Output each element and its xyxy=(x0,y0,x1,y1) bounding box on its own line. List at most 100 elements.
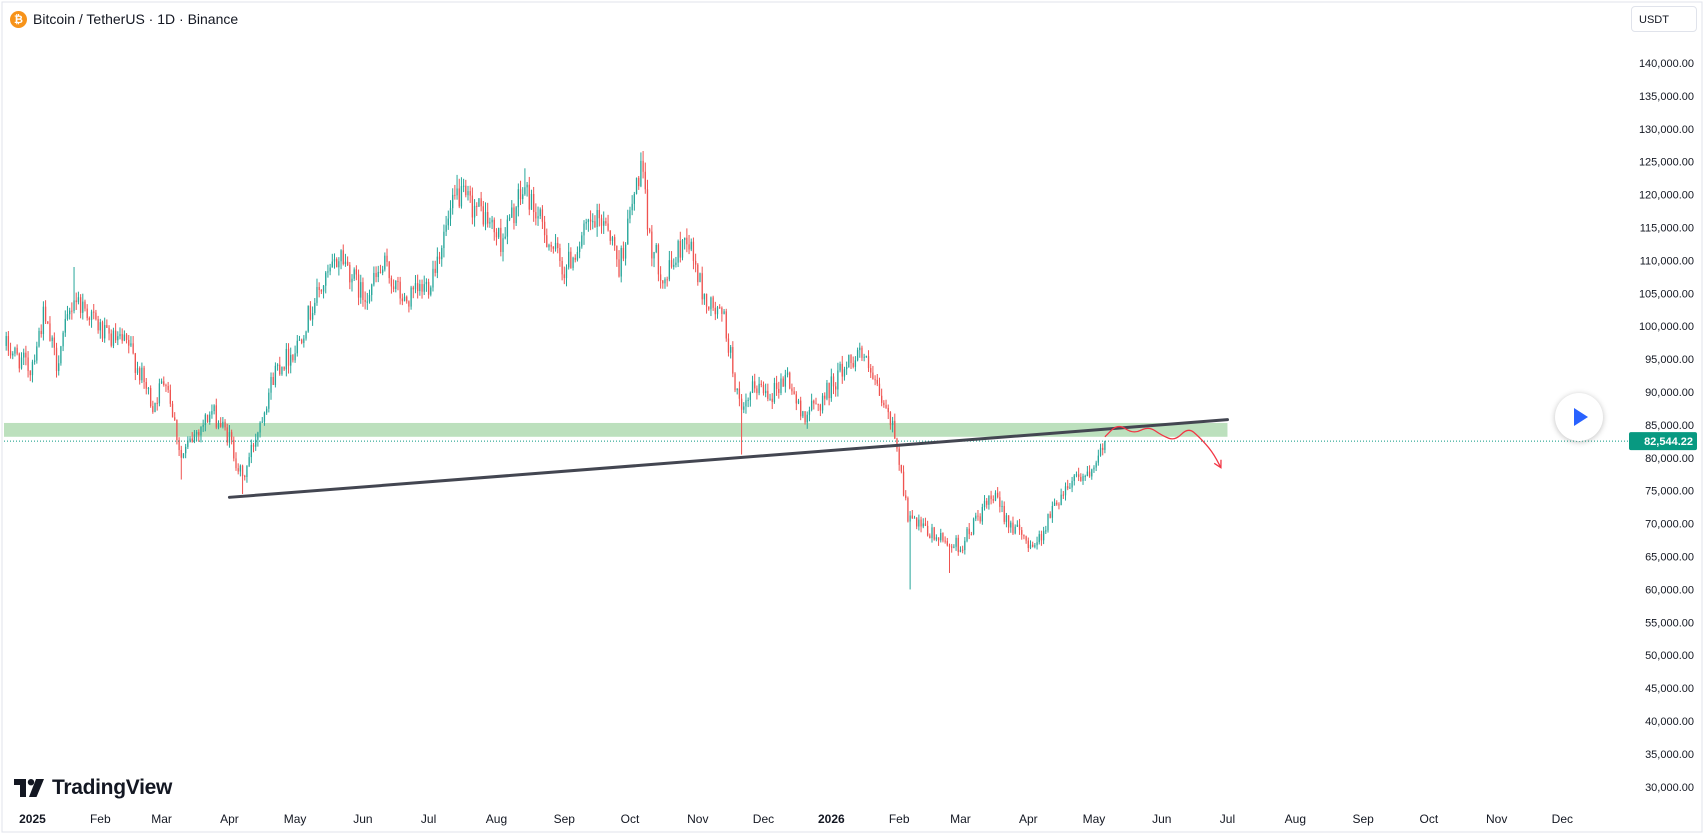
candle-body xyxy=(25,352,27,358)
candle-body xyxy=(668,260,671,280)
candle-body xyxy=(99,322,101,331)
candle-body xyxy=(322,285,325,292)
candle-body xyxy=(583,223,585,236)
candle-body xyxy=(147,388,150,390)
candle-body xyxy=(257,432,259,440)
candle-body xyxy=(817,403,819,405)
candle-body xyxy=(274,365,277,385)
candle-body xyxy=(484,212,487,225)
candle-body xyxy=(561,260,563,275)
candle-body xyxy=(620,247,622,277)
candle-body xyxy=(835,386,837,390)
candle-body xyxy=(88,318,91,320)
candle-body xyxy=(1016,524,1019,527)
candle-body xyxy=(559,247,561,261)
candle-body xyxy=(268,392,270,409)
candle-body xyxy=(1067,486,1069,489)
candle-body xyxy=(651,231,653,259)
time-axis[interactable]: 2025 Feb Mar Apr May Jun Jul Aug Sep Oct Nov Dec 202… xyxy=(19,812,1573,826)
candle-body xyxy=(169,389,171,404)
candle-body xyxy=(607,223,609,231)
candle-body xyxy=(966,528,968,541)
candle-body xyxy=(876,379,878,384)
candle-body xyxy=(863,356,865,358)
candle-body xyxy=(867,356,870,369)
candle-body xyxy=(445,225,447,232)
candle-body xyxy=(824,395,826,399)
candle-body xyxy=(1102,447,1104,450)
candle-body xyxy=(425,281,428,285)
candle-body xyxy=(228,432,231,443)
candle-body xyxy=(854,360,857,367)
candle-body xyxy=(237,468,239,472)
candle-body xyxy=(1042,531,1045,541)
candle-body xyxy=(585,221,587,224)
projection-path[interactable] xyxy=(1104,425,1222,469)
candle-body xyxy=(852,363,854,367)
candle-body xyxy=(355,269,358,275)
candle-body xyxy=(1025,536,1027,541)
candle-body xyxy=(1080,476,1082,481)
candle-body xyxy=(953,546,955,548)
candle-body xyxy=(800,400,802,417)
candle-body xyxy=(679,240,681,258)
candle-body xyxy=(427,281,430,295)
candle-body xyxy=(130,343,132,346)
candle-body xyxy=(373,272,375,285)
candle-body xyxy=(970,534,973,536)
support-zone[interactable] xyxy=(4,422,1228,437)
candle-body xyxy=(955,537,957,547)
candle-body xyxy=(749,392,751,400)
candle-body xyxy=(782,378,784,387)
candle-body xyxy=(417,283,419,292)
candle-body xyxy=(1051,505,1054,518)
candle-body xyxy=(699,273,701,283)
candle-body xyxy=(305,331,307,339)
candle-body xyxy=(419,284,421,292)
symbol-header[interactable]: ₿ Bitcoin / TetherUS · 1D · Binance xyxy=(10,9,238,29)
tradingview-logo[interactable]: TradingView xyxy=(14,776,172,800)
y-tick-label: 130,000.00 xyxy=(1639,124,1694,136)
candle-body xyxy=(618,259,620,277)
candle-body xyxy=(375,272,377,278)
candle-body xyxy=(1003,505,1005,522)
candle-body xyxy=(694,260,697,265)
price-axis[interactable]: 140,000.00 135,000.00 130,000.00 125,000.00… xyxy=(1629,58,1697,794)
candle-body xyxy=(397,280,399,282)
candle-body xyxy=(821,395,824,411)
candle-body xyxy=(878,383,881,396)
replay-button[interactable] xyxy=(1555,393,1603,441)
x-tick-label: Nov xyxy=(687,812,708,826)
x-tick-label: 2025 xyxy=(19,812,46,826)
candle-body xyxy=(1049,513,1051,518)
candle-body xyxy=(570,251,572,268)
candle-body xyxy=(364,299,366,302)
candle-body xyxy=(740,398,743,410)
candle-body xyxy=(180,449,182,458)
candle-body xyxy=(622,247,625,259)
y-tick-label: 100,000.00 xyxy=(1639,321,1694,333)
currency-selector[interactable]: USDT xyxy=(1631,6,1697,32)
candle-body xyxy=(436,256,439,273)
candle-body xyxy=(95,312,97,320)
y-tick-label: 90,000.00 xyxy=(1645,387,1694,399)
candle-body xyxy=(526,184,528,188)
candle-body xyxy=(845,367,848,370)
candle-body xyxy=(546,235,548,248)
candle-body xyxy=(778,388,780,394)
candle-body xyxy=(117,336,119,341)
y-tick-label: 55,000.00 xyxy=(1645,617,1694,629)
y-tick-label: 95,000.00 xyxy=(1645,354,1694,366)
candle-body xyxy=(489,222,491,224)
candle-body xyxy=(655,244,657,253)
candle-body xyxy=(624,244,627,259)
candle-body xyxy=(629,210,631,219)
candle-body xyxy=(826,382,828,399)
trendline[interactable] xyxy=(227,418,1229,499)
candle-body xyxy=(143,367,145,382)
candle-body xyxy=(541,209,544,222)
candle-body xyxy=(108,327,110,334)
x-tick-label: Apr xyxy=(1019,812,1038,826)
